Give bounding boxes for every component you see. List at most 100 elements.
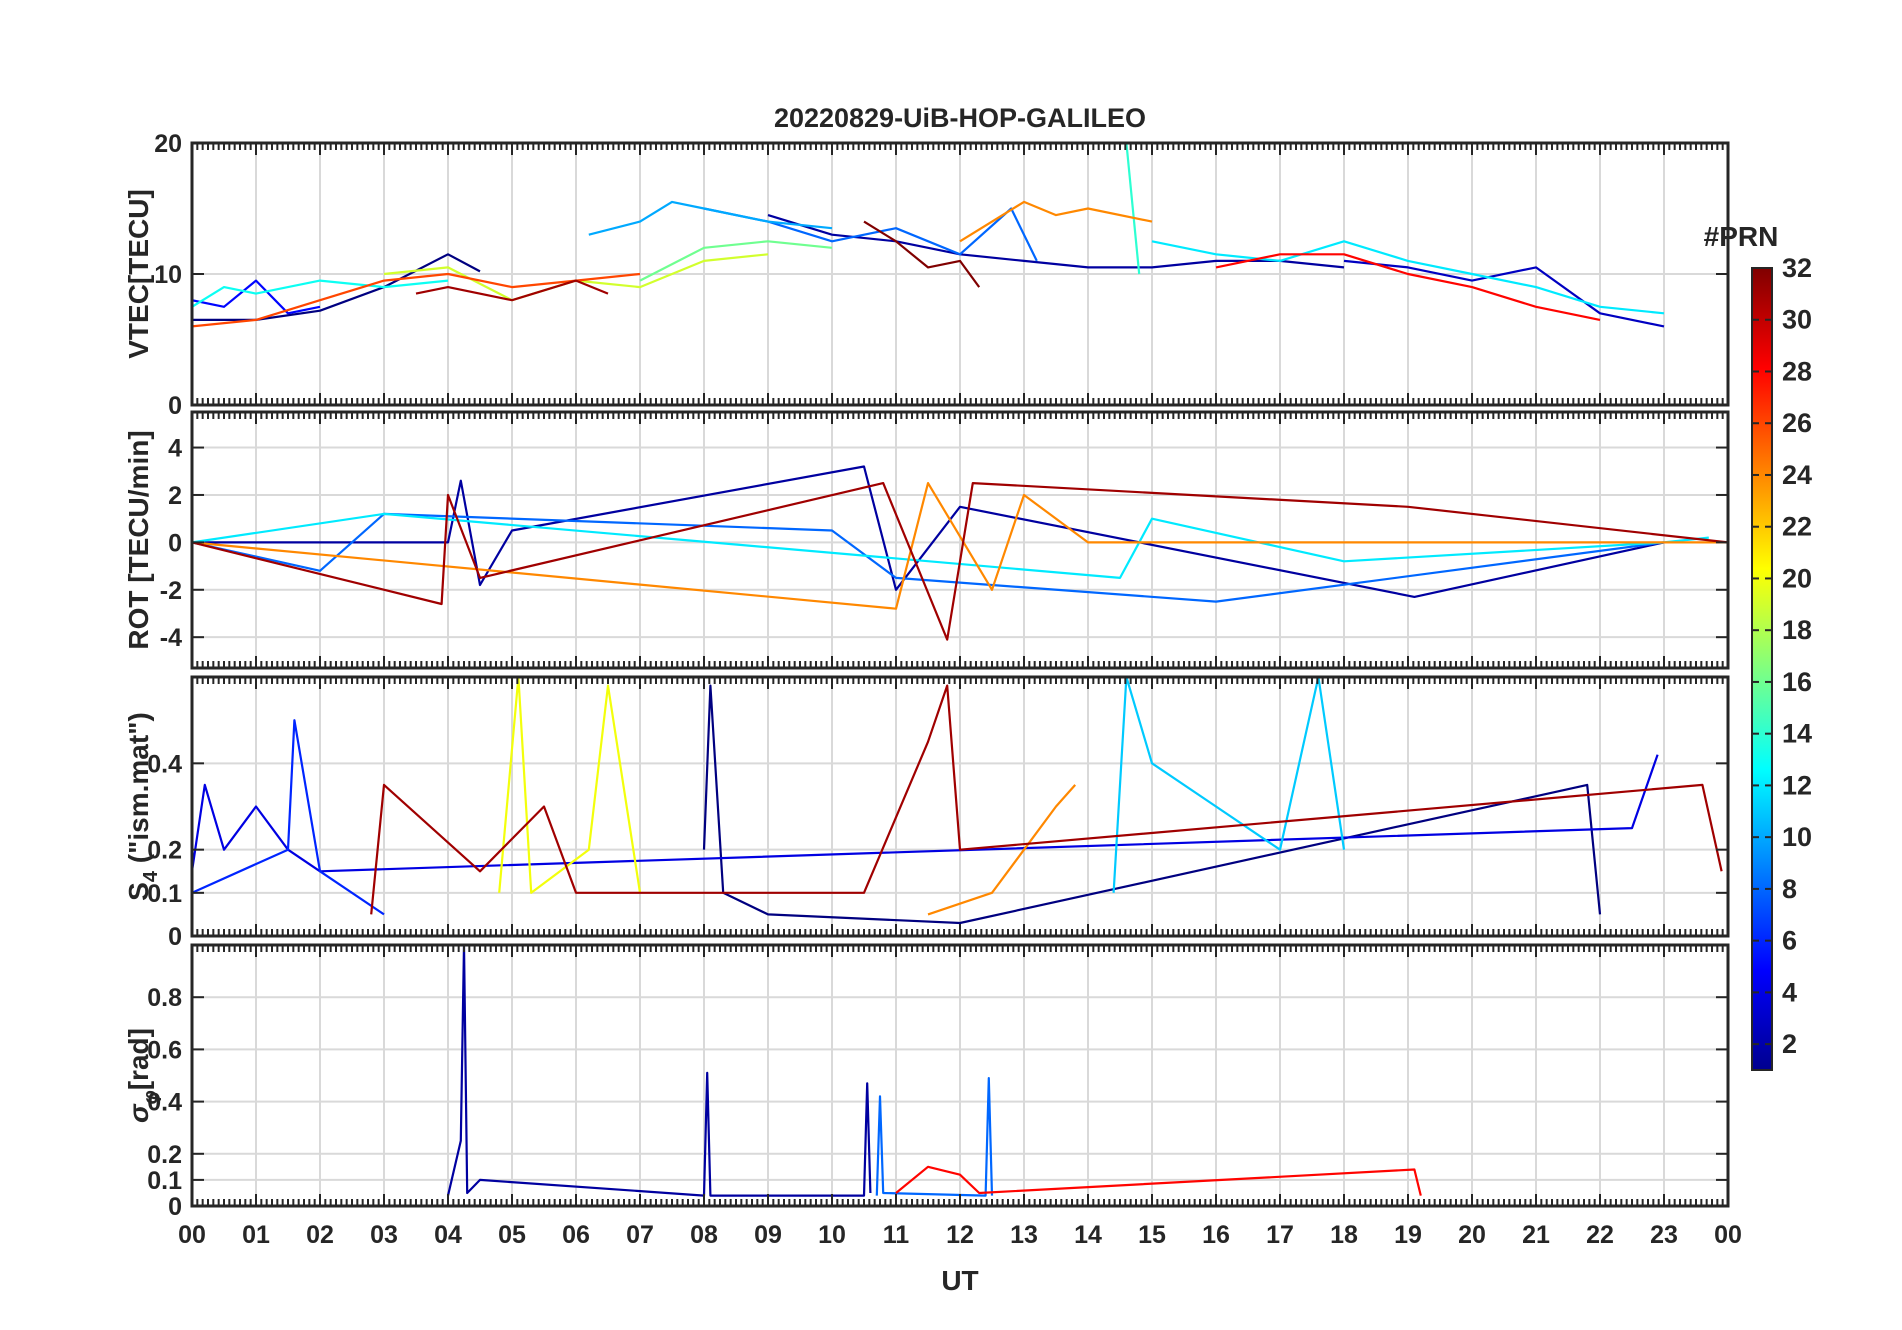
series-line-prn-32 — [863, 220, 981, 288]
series-line-prn-31 — [192, 482, 1728, 641]
series-line-prn-13 — [192, 279, 449, 308]
x-tick-label: 05 — [498, 1221, 526, 1249]
series-line-prn-3 — [1343, 259, 1665, 328]
colorbar-tick-label: 6 — [1782, 926, 1797, 956]
y-tick-label: 4 — [168, 435, 182, 463]
colorbar-bar — [1751, 267, 1773, 1071]
x-tick-label: 06 — [562, 1221, 590, 1249]
x-tick-label: 11 — [883, 1221, 910, 1249]
tick-marks-vtec — [191, 142, 1729, 406]
series-line-prn-24 — [927, 784, 1077, 916]
x-tick-label: 08 — [690, 1221, 718, 1249]
series-line-prn-11 — [1112, 677, 1346, 893]
colorbar-tick-label: 18 — [1782, 615, 1812, 645]
colorbar-tick-label: 32 — [1782, 253, 1812, 283]
y-tick-label: 0 — [168, 1193, 182, 1221]
series-line-prn-28 — [1215, 253, 1601, 321]
x-tick-label: 07 — [626, 1221, 654, 1249]
y-label-main: σ — [123, 1103, 154, 1123]
y-tick-label: 20 — [154, 130, 182, 158]
colorbar-tick-label: 8 — [1782, 874, 1797, 904]
y-label-main: S — [123, 882, 154, 901]
y-tick-label: -2 — [160, 577, 182, 605]
series-line-prn-24 — [192, 482, 1728, 610]
x-tick-label: 20 — [1458, 1221, 1486, 1249]
tick-marks-s4 — [191, 677, 1729, 937]
x-tick-label: 21 — [1522, 1221, 1550, 1249]
x-tick-label: 02 — [306, 1221, 334, 1249]
x-tick-label: 01 — [242, 1221, 270, 1249]
series-line-prn-31 — [415, 279, 609, 302]
x-tick-label: 19 — [1394, 1221, 1422, 1249]
y-tick-label: 0.4 — [147, 1089, 182, 1117]
y-label-subscript: 4 — [140, 870, 162, 882]
series-line-prn-4 — [192, 754, 1659, 873]
x-tick-label: 23 — [1650, 1221, 1678, 1249]
x-tick-label: 03 — [370, 1221, 398, 1249]
x-tick-label: 22 — [1586, 1221, 1614, 1249]
panel-sigma_phi: 00.10.2 0.4 0.6 0.8 σφ[rad] — [123, 943, 1730, 1221]
series-line-prn-24 — [959, 200, 1153, 243]
y-axis-label-sigma_phi: σφ[rad] — [123, 1028, 162, 1123]
y-tick-label: 0 — [168, 529, 182, 557]
series-line-prn-14 — [1125, 143, 1141, 275]
x-tick-label: 16 — [1202, 1221, 1230, 1249]
colorbar-tick-label: 20 — [1782, 563, 1812, 593]
colorbar-tick-label: 30 — [1782, 305, 1812, 335]
colorbar-tick-label: 24 — [1782, 460, 1812, 490]
y-tick-label: 0.6 — [147, 1036, 182, 1064]
series-line-prn-1 — [702, 684, 1602, 925]
x-tick-label: 15 — [1138, 1221, 1166, 1249]
series-line-prn-5 — [192, 279, 321, 315]
x-tick-label: 04 — [434, 1221, 462, 1249]
series-line-prn-26 — [192, 272, 641, 328]
colorbar-tick-label: 28 — [1782, 356, 1812, 386]
x-tick-label: 14 — [1074, 1221, 1102, 1249]
series-line-prn-16 — [639, 240, 833, 282]
x-tick-label: 17 — [1266, 1221, 1294, 1249]
y-label-rest: ("ism.mat") — [123, 712, 154, 871]
grid-sigma_phi — [192, 945, 1728, 1206]
colorbar-tick-label: 10 — [1782, 822, 1812, 852]
y-axis-label-vtec: VTEC[TECU] — [123, 189, 154, 359]
colorbar-tick-label: 26 — [1782, 408, 1812, 438]
colorbar-tick-label: 2 — [1782, 1029, 1797, 1059]
series-line-prn-28 — [895, 1165, 1422, 1196]
panel-s4: 00.10.20.4S4 ("ism.mat") — [123, 675, 1730, 951]
y-label-subscript: φ — [140, 1090, 162, 1104]
y-tick-label: -4 — [160, 624, 182, 652]
colorbar-tick-label: 22 — [1782, 512, 1812, 542]
series-line-prn-8 — [192, 512, 1665, 603]
series-line-prn-8 — [875, 1076, 994, 1197]
x-tick-label: 13 — [1010, 1221, 1038, 1249]
y-tick-label: 0.1 — [147, 880, 182, 908]
series-line-prn-31 — [370, 684, 1723, 915]
y-tick-label: 2 — [168, 482, 182, 510]
y-tick-label: 0.4 — [147, 750, 182, 778]
x-tick-label: 09 — [754, 1221, 782, 1249]
x-tick-label: 18 — [1330, 1221, 1358, 1249]
series-group-vtec — [192, 143, 1665, 328]
series-line-prn-10 — [588, 200, 833, 236]
tick-marks-sigma_phi — [191, 945, 1729, 1207]
series-line-prn-20 — [498, 677, 642, 894]
tick-marks-rot — [191, 412, 1729, 668]
colorbar-title: #PRN — [1704, 221, 1779, 252]
y-tick-label: 0.8 — [147, 984, 182, 1012]
y-tick-label: 0.2 — [147, 1141, 182, 1169]
series-group-rot — [192, 465, 1728, 641]
series-line-prn-12 — [1151, 240, 1665, 315]
x-tick-label: 12 — [946, 1221, 974, 1249]
y-tick-label: 0.2 — [147, 837, 182, 865]
y-tick-label: 0 — [168, 923, 182, 951]
x-tick-label: 10 — [818, 1221, 846, 1249]
y-tick-label: 0 — [168, 392, 182, 420]
colorbar-tick-label: 12 — [1782, 770, 1812, 800]
y-tick-label: 10 — [154, 261, 182, 289]
x-tick-labels: 00 01 02 03 04 05 06 07 08 09 10 11 12 13 14 15 16 17 18 19… — [178, 1221, 1742, 1249]
panel-rot: -4 -2 0 2 4 ROT [TECU/min] — [123, 410, 1730, 670]
y-axis-label-s4: S4 ("ism.mat") — [123, 712, 162, 901]
